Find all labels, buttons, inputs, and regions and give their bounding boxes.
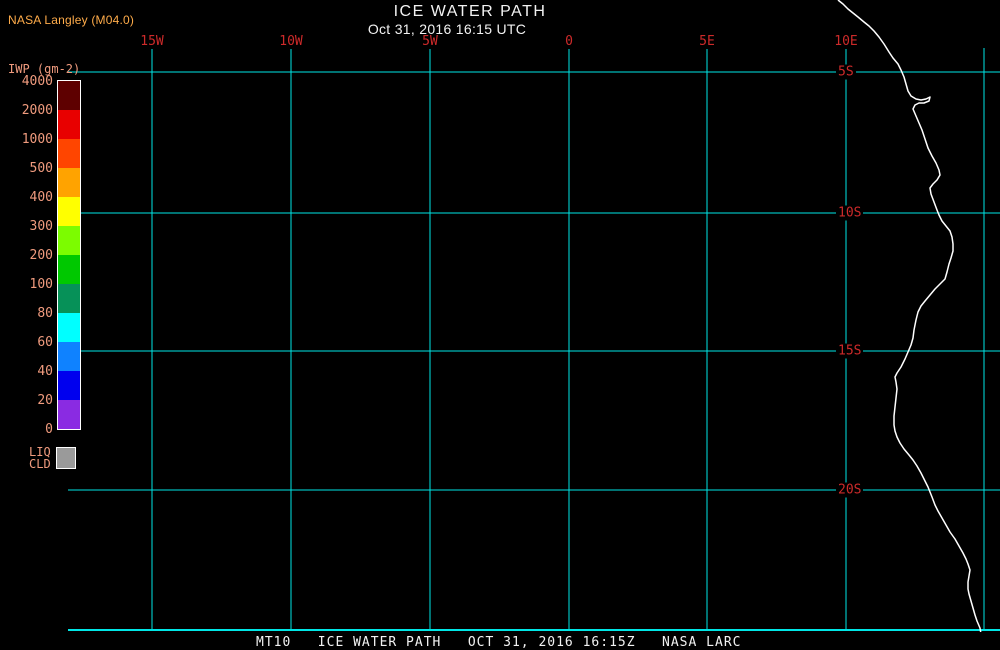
colorbar-tick: 200 [29, 248, 53, 263]
colorbar-tick: 20 [37, 393, 53, 408]
lon-label: 5E [698, 34, 716, 49]
lat-label: 10S [836, 205, 864, 221]
lat-lon-grid [68, 48, 1000, 631]
colorbar-tick: 300 [29, 219, 53, 234]
colorbar-tick: 100 [29, 277, 53, 292]
colorbar-segment [58, 81, 80, 110]
colorbar-segment [58, 371, 80, 400]
liquid-cloud-swatch [56, 447, 76, 469]
colorbar-tick: 80 [37, 306, 53, 321]
colorbar-segment [58, 400, 80, 429]
footer-status-text: MT10 ICE WATER PATH OCT 31, 2016 16:15Z … [256, 635, 742, 650]
colorbar-tick: 500 [29, 161, 53, 176]
footer-bar [0, 632, 1000, 650]
colorbar-tick: 60 [37, 335, 53, 350]
colorbar [57, 80, 81, 430]
colorbar-units-label: IWP (gm-2) [8, 62, 81, 76]
colorbar-segment [58, 226, 80, 255]
colorbar-segment [58, 197, 80, 226]
lat-label: 20S [836, 482, 864, 498]
colorbar-segment [58, 284, 80, 313]
source-label: NASA Langley (M04.0) [8, 13, 135, 27]
colorbar-segment [58, 168, 80, 197]
colorbar-tick: 400 [29, 190, 53, 205]
colorbar-segment [58, 139, 80, 168]
colorbar-tick: 4000 [21, 74, 53, 89]
lon-label: 10W [278, 34, 304, 49]
colorbar-tick: 1000 [21, 132, 53, 147]
lon-label: 0 [564, 34, 574, 49]
lon-label: 10E [833, 34, 859, 49]
lat-label: 5S [836, 64, 856, 80]
page-title: ICE WATER PATH [393, 3, 547, 20]
coastline [837, 0, 983, 650]
timestamp-subtitle: Oct 31, 2016 16:15 UTC [367, 21, 527, 37]
lat-label: 15S [836, 343, 864, 359]
colorbar-segment [58, 313, 80, 342]
colorbar-segment [58, 342, 80, 371]
liquid-cloud-label: LIQ CLD [29, 445, 51, 471]
colorbar-tick: 40 [37, 364, 53, 379]
colorbar-tick: 2000 [21, 103, 53, 118]
lon-label: 15W [139, 34, 165, 49]
colorbar-segment [58, 110, 80, 139]
colorbar-tick: 0 [45, 422, 53, 437]
lon-label: 5W [421, 34, 439, 49]
colorbar-segment [58, 255, 80, 284]
